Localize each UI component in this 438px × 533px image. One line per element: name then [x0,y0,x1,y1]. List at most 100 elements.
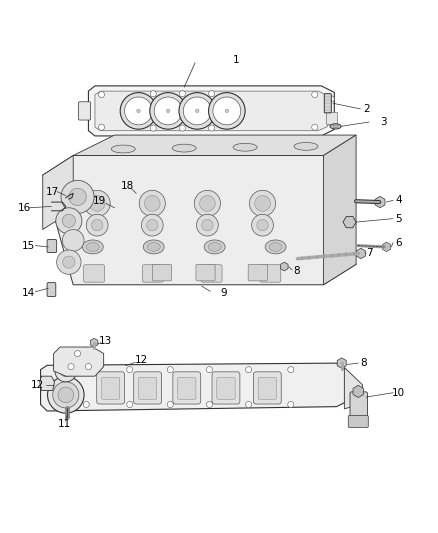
FancyBboxPatch shape [350,392,367,419]
Polygon shape [73,135,356,156]
Ellipse shape [143,240,164,254]
Circle shape [206,367,212,373]
Circle shape [61,180,94,213]
Circle shape [55,360,77,382]
Circle shape [99,124,105,130]
FancyBboxPatch shape [201,265,222,282]
Circle shape [150,125,156,131]
Circle shape [180,91,185,97]
Polygon shape [43,156,356,285]
Ellipse shape [86,243,99,251]
Circle shape [74,351,81,357]
Circle shape [83,367,89,373]
Text: 13: 13 [99,336,112,346]
Circle shape [213,97,241,125]
FancyBboxPatch shape [326,112,336,124]
Circle shape [154,97,182,125]
Circle shape [99,92,105,98]
Ellipse shape [330,124,341,129]
FancyBboxPatch shape [248,264,267,281]
Polygon shape [41,363,345,411]
Circle shape [127,401,133,408]
Circle shape [60,365,71,377]
Ellipse shape [204,240,225,254]
Circle shape [86,214,108,236]
Text: 10: 10 [392,387,405,398]
FancyBboxPatch shape [142,265,163,282]
Circle shape [208,91,215,97]
Polygon shape [88,86,334,136]
Ellipse shape [172,144,196,152]
Circle shape [250,190,276,216]
FancyBboxPatch shape [47,282,56,296]
Circle shape [47,377,84,413]
Text: 15: 15 [22,240,35,251]
FancyBboxPatch shape [84,265,105,282]
Circle shape [56,208,82,234]
Circle shape [328,120,334,126]
Circle shape [83,401,89,408]
Circle shape [179,93,215,129]
Polygon shape [40,376,54,391]
FancyBboxPatch shape [196,264,215,281]
Ellipse shape [147,243,160,251]
Circle shape [195,109,199,112]
Circle shape [197,214,218,236]
Circle shape [208,93,245,129]
Circle shape [246,367,252,373]
Circle shape [62,230,84,251]
Ellipse shape [111,145,135,153]
Circle shape [139,190,165,216]
Text: 17: 17 [46,187,60,197]
Ellipse shape [208,243,221,251]
Polygon shape [43,156,73,230]
Circle shape [63,256,75,268]
FancyBboxPatch shape [212,372,240,404]
Text: 2: 2 [364,104,370,114]
Text: 6: 6 [395,238,402,247]
Text: 7: 7 [366,247,372,257]
Circle shape [127,367,133,373]
Circle shape [288,401,294,408]
Text: 8: 8 [293,266,300,276]
FancyBboxPatch shape [102,377,120,399]
Circle shape [141,214,163,236]
Polygon shape [95,91,328,131]
Circle shape [53,382,79,408]
FancyBboxPatch shape [324,94,331,113]
FancyBboxPatch shape [47,239,57,253]
Ellipse shape [233,143,257,151]
Text: 1: 1 [233,55,240,65]
Text: 5: 5 [395,214,402,224]
Circle shape [257,220,268,231]
Polygon shape [323,135,356,285]
Circle shape [92,220,103,231]
Circle shape [120,93,157,129]
Circle shape [145,196,160,211]
Ellipse shape [265,240,286,254]
FancyBboxPatch shape [217,377,235,399]
FancyBboxPatch shape [97,372,124,404]
Circle shape [194,190,220,216]
Text: 11: 11 [58,419,71,429]
Circle shape [150,93,186,129]
FancyBboxPatch shape [152,264,172,281]
Text: 14: 14 [22,288,35,298]
Circle shape [288,367,294,373]
Text: 16: 16 [18,203,31,213]
Circle shape [167,367,173,373]
FancyBboxPatch shape [348,415,368,427]
Circle shape [69,188,86,206]
Circle shape [58,387,74,403]
Circle shape [85,364,92,370]
Text: 19: 19 [93,196,106,206]
Text: 8: 8 [360,358,367,368]
Text: 3: 3 [380,117,387,127]
Ellipse shape [269,243,282,251]
Circle shape [62,214,75,228]
Text: 12: 12 [135,354,148,365]
Circle shape [252,214,273,236]
Circle shape [57,250,81,274]
FancyBboxPatch shape [178,377,196,399]
Circle shape [312,92,318,98]
